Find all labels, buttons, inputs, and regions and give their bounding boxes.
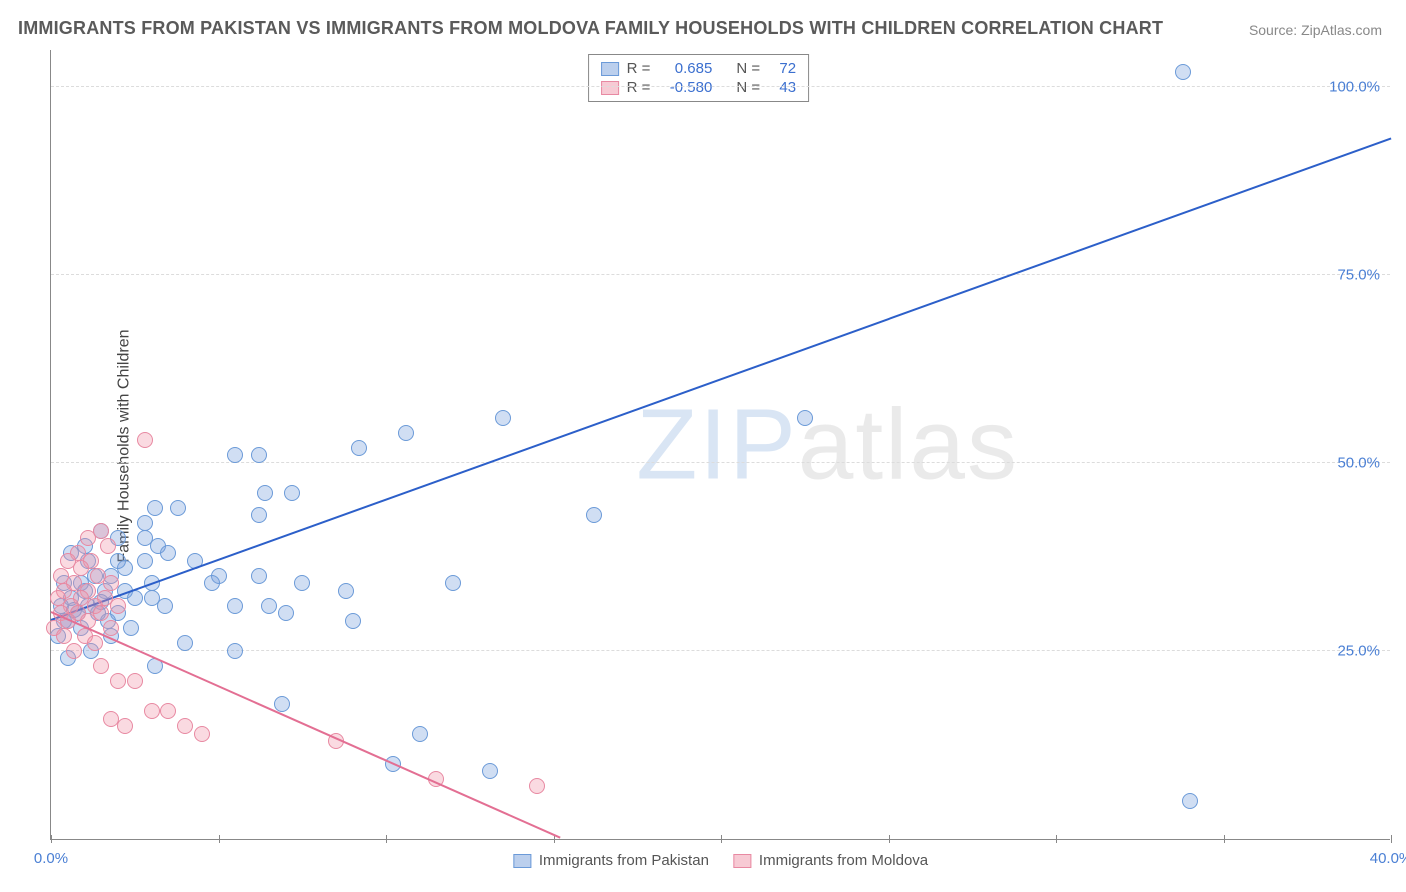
data-point <box>103 575 119 591</box>
gridline <box>51 86 1390 87</box>
data-point <box>284 485 300 501</box>
n-value: 43 <box>768 79 796 96</box>
data-point <box>257 485 273 501</box>
legend-item: Immigrants from Moldova <box>733 852 928 869</box>
source-label: Source: ZipAtlas.com <box>1249 22 1382 38</box>
x-tick <box>51 835 52 843</box>
legend-series: Immigrants from Pakistan Immigrants from… <box>513 852 928 869</box>
data-point <box>529 778 545 794</box>
data-point <box>482 763 498 779</box>
legend-label: Immigrants from Moldova <box>759 852 928 869</box>
data-point <box>160 545 176 561</box>
n-label: N = <box>736 79 760 96</box>
n-value: 72 <box>768 60 796 77</box>
data-point <box>1175 64 1191 80</box>
data-point <box>345 613 361 629</box>
data-point <box>110 673 126 689</box>
x-tick <box>386 835 387 843</box>
x-tick-label: 0.0% <box>34 850 68 867</box>
x-tick <box>1391 835 1392 843</box>
data-point <box>137 432 153 448</box>
data-point <box>351 440 367 456</box>
watermark-zip: ZIP <box>636 388 798 500</box>
chart-title: IMMIGRANTS FROM PAKISTAN VS IMMIGRANTS F… <box>18 18 1163 39</box>
data-point <box>278 605 294 621</box>
data-point <box>227 598 243 614</box>
data-point <box>445 575 461 591</box>
data-point <box>194 726 210 742</box>
data-point <box>586 507 602 523</box>
data-point <box>251 568 267 584</box>
x-tick <box>219 835 220 843</box>
data-point <box>227 447 243 463</box>
chart-container: IMMIGRANTS FROM PAKISTAN VS IMMIGRANTS F… <box>0 0 1406 892</box>
data-point <box>294 575 310 591</box>
data-point <box>170 500 186 516</box>
gridline <box>51 274 1390 275</box>
data-point <box>137 515 153 531</box>
data-point <box>117 718 133 734</box>
data-point <box>93 658 109 674</box>
r-value: 0.685 <box>658 60 712 77</box>
watermark: ZIPatlas <box>636 387 1019 502</box>
data-point <box>1182 793 1198 809</box>
x-tick-label: 40.0% <box>1370 850 1406 867</box>
data-point <box>261 598 277 614</box>
data-point <box>56 628 72 644</box>
legend-item: Immigrants from Pakistan <box>513 852 709 869</box>
data-point <box>147 500 163 516</box>
swatch-pink-icon <box>601 81 619 95</box>
swatch-blue-icon <box>601 62 619 76</box>
data-point <box>338 583 354 599</box>
data-point <box>80 530 96 546</box>
data-point <box>251 447 267 463</box>
y-tick-label: 25.0% <box>1337 642 1380 659</box>
data-point <box>144 703 160 719</box>
x-tick <box>721 835 722 843</box>
data-point <box>123 620 139 636</box>
data-point <box>495 410 511 426</box>
gridline <box>51 650 1390 651</box>
trend-line <box>51 137 1392 620</box>
data-point <box>412 726 428 742</box>
data-point <box>797 410 813 426</box>
r-label: R = <box>627 60 651 77</box>
data-point <box>398 425 414 441</box>
x-tick <box>889 835 890 843</box>
legend-label: Immigrants from Pakistan <box>539 852 709 869</box>
swatch-blue-icon <box>513 854 531 868</box>
swatch-pink-icon <box>733 854 751 868</box>
x-tick <box>1224 835 1225 843</box>
data-point <box>110 598 126 614</box>
data-point <box>160 703 176 719</box>
y-tick-label: 75.0% <box>1337 266 1380 283</box>
data-point <box>177 718 193 734</box>
data-point <box>103 620 119 636</box>
r-label: R = <box>627 79 651 96</box>
y-tick-label: 50.0% <box>1337 454 1380 471</box>
data-point <box>251 507 267 523</box>
data-point <box>177 635 193 651</box>
x-tick <box>1056 835 1057 843</box>
data-point <box>137 553 153 569</box>
gridline <box>51 462 1390 463</box>
legend-stats-row: R = 0.685 N = 72 <box>601 59 797 78</box>
plot-area: ZIPatlas R = 0.685 N = 72 R = -0.580 N =… <box>50 50 1390 840</box>
data-point <box>73 560 89 576</box>
data-point <box>157 598 173 614</box>
watermark-atlas: atlas <box>798 388 1019 500</box>
r-value: -0.580 <box>658 79 712 96</box>
n-label: N = <box>736 60 760 77</box>
data-point <box>100 538 116 554</box>
data-point <box>204 575 220 591</box>
y-tick-label: 100.0% <box>1329 78 1380 95</box>
data-point <box>127 673 143 689</box>
data-point <box>274 696 290 712</box>
data-point <box>66 643 82 659</box>
data-point <box>110 553 126 569</box>
data-point <box>87 635 103 651</box>
legend-stats: R = 0.685 N = 72 R = -0.580 N = 43 <box>588 54 810 102</box>
legend-stats-row: R = -0.580 N = 43 <box>601 78 797 97</box>
data-point <box>227 643 243 659</box>
